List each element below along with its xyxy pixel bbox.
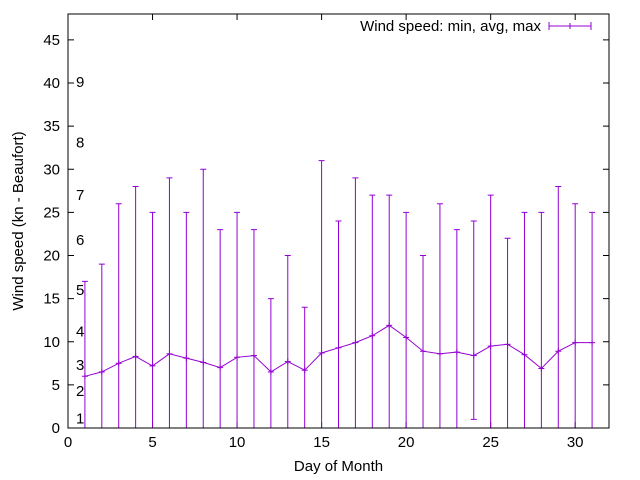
y-tick-label: 5 [52,377,60,394]
beaufort-label: 5 [76,282,84,299]
errorbar-day [521,211,528,429]
errorbar-day [589,211,596,429]
beaufort-label: 8 [76,135,84,152]
errorbar-day [234,211,241,429]
errorbar-day [403,211,410,429]
errorbar-day [132,186,139,429]
errorbar-day [318,160,325,429]
errorbar-day [166,177,173,429]
beaufort-label: 4 [76,323,84,340]
errorbar-day [200,168,207,429]
errorbar-day [352,177,359,429]
y-tick-label: 15 [43,291,60,308]
errorbar-day [555,186,562,429]
y-tick-label: 40 [43,75,60,92]
errorbar-day [420,255,427,429]
y-tick-label: 20 [43,248,60,265]
x-tick-label: 25 [482,434,499,451]
errorbar-day [81,280,88,429]
errorbar-day [250,229,257,429]
errorbar-day [487,194,494,429]
plot-frame [67,13,610,429]
y-tick-label: 30 [43,161,60,178]
errorbar-day [115,203,122,429]
x-tick-label: 5 [148,434,156,451]
legend: Wind speed: min, avg, max [360,18,592,35]
x-tick-label: 0 [64,434,72,451]
errorbar-day [267,298,274,429]
errorbar-day [470,220,477,420]
beaufort-label: 9 [76,74,84,91]
x-axis-label: Day of Month [294,458,383,475]
y-tick-label: 0 [52,420,60,437]
x-tick-label: 30 [567,434,584,451]
x-tick-label: 10 [229,434,246,451]
y-tick-label: 45 [43,32,60,49]
errorbar-day [335,220,342,429]
errorbar-day [98,263,105,429]
errorbar-day [572,203,579,429]
series-wind-speed [81,160,596,429]
beaufort-label: 6 [76,232,84,249]
x-tick-labels: 0 5 10 15 20 25 30 [64,434,584,451]
y-tick-label: 25 [43,204,60,221]
errorbar-day [386,194,393,429]
errorbar-day [538,211,545,429]
beaufort-label: 1 [76,411,84,428]
errorbar-day [217,229,224,429]
x-tick-label: 20 [398,434,415,451]
errorbar-day [369,194,376,429]
y-tick-label: 10 [43,334,60,351]
errorbar-day [183,211,190,429]
beaufort-scale-labels: 1 2 3 4 5 6 7 8 9 [76,74,84,427]
x-tick-label: 15 [313,434,330,451]
legend-entry-label: Wind speed: min, avg, max [360,18,541,35]
errorbar-day [284,255,291,429]
y-tick-labels: 0 5 10 15 20 25 30 35 40 45 [43,32,60,437]
y-tick-label: 35 [43,118,60,135]
beaufort-label: 7 [76,187,84,204]
beaufort-label: 3 [76,357,84,374]
beaufort-label: 2 [76,383,84,400]
errorbar-day [436,203,443,429]
y-axis-label: Wind speed (kn - Beaufort) [10,131,27,310]
errorbar-day [149,211,156,429]
errorbar-day [453,229,460,429]
errorbar-day [504,237,511,429]
